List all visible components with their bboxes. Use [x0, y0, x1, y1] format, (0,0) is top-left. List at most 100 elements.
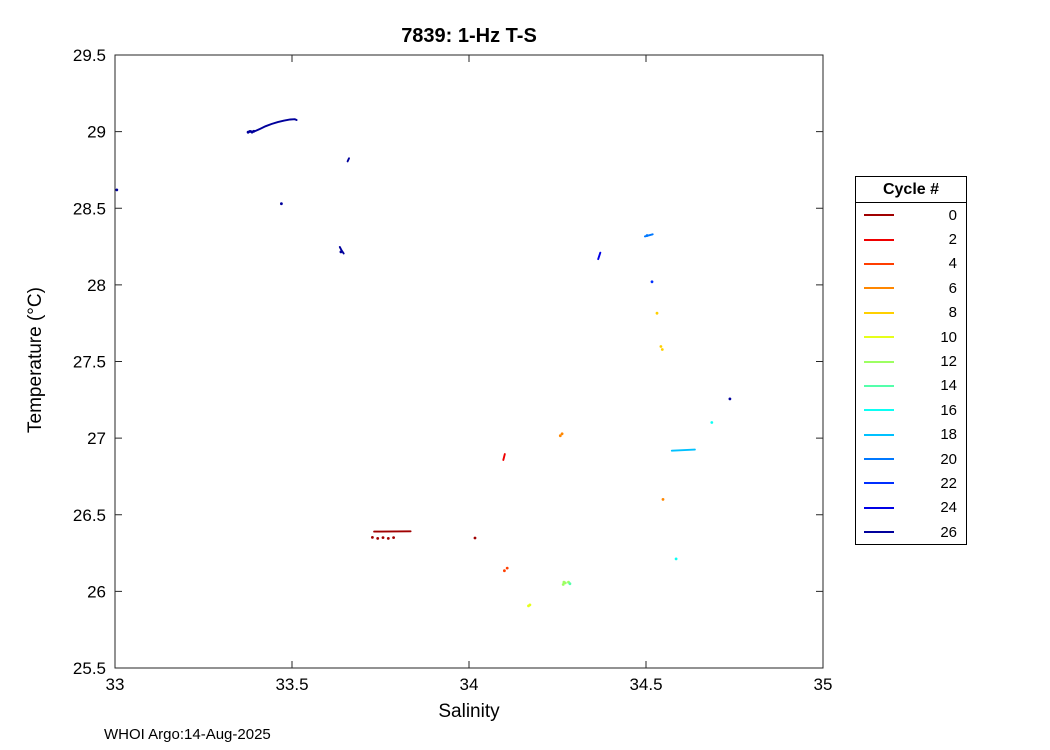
legend-label: 20 — [940, 450, 957, 468]
legend-row-cycle-18: 18 — [856, 423, 966, 447]
legend-label: 26 — [940, 523, 957, 541]
x-tick-label: 34.5 — [629, 675, 662, 694]
series-dot-cycle-8 — [655, 311, 659, 315]
legend-title: Cycle # — [856, 177, 966, 203]
legend-line-sample — [864, 360, 894, 363]
series-dot-cycle-26 — [339, 250, 343, 254]
legend-label: 14 — [940, 377, 957, 395]
legend-line-sample — [864, 214, 894, 217]
series-dot-cycle-0 — [473, 536, 477, 540]
legend-line-sample — [864, 506, 894, 509]
series-dot-cycle-10 — [528, 603, 532, 607]
legend-items: 0 2 4 6 8 10 12 14 16 18 20 22 24 26 — [856, 203, 966, 544]
legend-row-cycle-14: 14 — [856, 374, 966, 398]
legend-line-sample — [864, 287, 894, 290]
series-dot-cycle-26 — [728, 397, 732, 401]
series-dot-cycle-26 — [248, 130, 252, 133]
legend-label: 8 — [948, 304, 957, 322]
series-dot-cycle-26 — [115, 188, 119, 192]
legend-row-cycle-0: 0 — [856, 203, 966, 227]
series-dot-cycle-16 — [674, 557, 678, 561]
legend-row-cycle-22: 22 — [856, 471, 966, 495]
legend: Cycle # 0 2 4 6 8 10 12 14 16 18 20 22 24 26 — [855, 176, 967, 546]
series-dot-cycle-6 — [558, 434, 562, 438]
y-tick-label: 27.5 — [73, 353, 106, 372]
series-dot-cycle-26 — [280, 202, 283, 206]
series-dot-cycle-8 — [660, 348, 664, 351]
legend-row-cycle-12: 12 — [856, 349, 966, 373]
legend-label: 16 — [940, 401, 957, 419]
series-line-cycle-24 — [597, 251, 602, 261]
legend-line-sample — [864, 458, 894, 461]
legend-line-sample — [864, 531, 894, 534]
y-tick-label: 26 — [87, 582, 106, 601]
x-tick-label: 33.5 — [275, 675, 308, 694]
legend-label: 24 — [940, 499, 957, 517]
series-dot-cycle-6 — [661, 498, 665, 501]
x-tick-label: 33 — [106, 675, 125, 694]
legend-label: 18 — [940, 426, 957, 444]
legend-line-sample — [864, 409, 894, 412]
x-tick-label: 35 — [814, 675, 833, 694]
series-dot-cycle-12 — [561, 583, 565, 586]
legend-row-cycle-8: 8 — [856, 301, 966, 325]
legend-label: 10 — [940, 328, 957, 346]
y-tick-label: 26.5 — [73, 506, 106, 525]
series-dot-cycle-0 — [381, 536, 385, 539]
chart-title: 7839: 1-Hz T-S — [401, 25, 537, 47]
legend-row-cycle-6: 6 — [856, 276, 966, 300]
legend-row-cycle-16: 16 — [856, 398, 966, 422]
legend-line-sample — [864, 433, 894, 436]
legend-line-sample — [864, 384, 894, 387]
series-dot-cycle-6 — [560, 432, 564, 436]
legend-label: 22 — [940, 474, 957, 492]
y-tick-label: 27 — [87, 429, 106, 448]
footer-text: WHOI Argo:14-Aug-2025 — [104, 726, 271, 743]
series-dot-cycle-4 — [503, 569, 506, 573]
series-line-cycle-2 — [502, 453, 506, 461]
series-dot-cycle-0 — [392, 536, 395, 539]
legend-label: 6 — [948, 279, 957, 297]
legend-line-sample — [864, 336, 894, 339]
series-dot-cycle-26 — [252, 129, 256, 133]
axes-box — [114, 54, 824, 669]
legend-line-sample — [864, 238, 894, 241]
legend-row-cycle-20: 20 — [856, 447, 966, 471]
series-line-cycle-26 — [247, 118, 298, 133]
series-dot-cycle-20 — [645, 234, 649, 237]
y-tick-label: 28.5 — [73, 199, 106, 218]
legend-line-sample — [864, 311, 894, 314]
series-dot-cycle-0 — [386, 537, 390, 540]
y-axis-label: Temperature (°C) — [25, 287, 46, 433]
series-dot-cycle-4 — [505, 566, 509, 570]
legend-row-cycle-26: 26 — [856, 520, 966, 544]
series-line-cycle-26 — [338, 246, 345, 255]
legend-label: 2 — [948, 231, 957, 249]
series-dot-cycle-0 — [371, 536, 374, 539]
legend-label: 0 — [948, 206, 957, 224]
legend-label: 4 — [948, 255, 957, 273]
y-tick-label: 29.5 — [73, 46, 106, 65]
legend-line-sample — [864, 262, 894, 265]
legend-row-cycle-2: 2 — [856, 227, 966, 251]
y-tick-label: 25.5 — [73, 659, 106, 678]
legend-line-sample — [864, 482, 894, 485]
series-dot-cycle-12 — [563, 581, 567, 585]
legend-row-cycle-10: 10 — [856, 325, 966, 349]
y-tick-label: 29 — [87, 123, 106, 142]
series-dot-cycle-14 — [568, 582, 572, 586]
series-line-cycle-26 — [346, 157, 350, 163]
x-axis-label: Salinity — [438, 701, 500, 722]
legend-label: 12 — [940, 353, 957, 371]
series-dot-cycle-16 — [710, 421, 714, 424]
series-dot-cycle-22 — [650, 280, 654, 284]
legend-row-cycle-4: 4 — [856, 252, 966, 276]
series-dot-cycle-8 — [659, 345, 663, 348]
y-tick-label: 28 — [87, 276, 106, 295]
x-tick-label: 34 — [460, 675, 479, 694]
series-line-cycle-18 — [670, 448, 696, 452]
legend-row-cycle-24: 24 — [856, 496, 966, 520]
series-dot-cycle-0 — [376, 537, 380, 540]
